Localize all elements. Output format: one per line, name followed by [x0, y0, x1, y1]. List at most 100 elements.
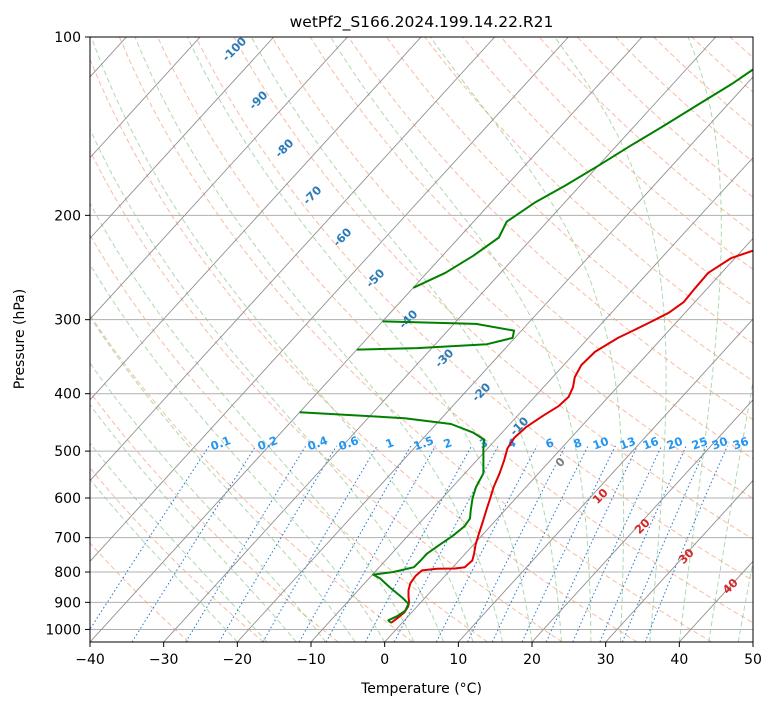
- mixing-ratio-label: 2: [441, 435, 453, 451]
- moist-adiabat-line: [431, 37, 624, 642]
- x-tick-label: −10: [296, 652, 326, 668]
- x-tick-label: 30: [597, 652, 615, 668]
- dry-adiabat-line: [730, 37, 775, 642]
- moist-adiabat-line: [709, 37, 775, 642]
- y-tick-label: 200: [54, 208, 81, 224]
- mixing-ratio-line: [573, 446, 662, 642]
- mixing-ratio-line: [132, 446, 256, 642]
- dry-adiabat-line: [0, 37, 338, 642]
- moist-adiabat-line: [251, 37, 561, 642]
- x-axis-label: Temperature (°C): [360, 681, 482, 697]
- moist-adiabat-label: 30: [676, 546, 697, 567]
- grid: [90, 37, 753, 629]
- dry-adiabat-label: -80: [272, 136, 297, 161]
- isotherm-line: [532, 37, 775, 642]
- dry-adiabat-line: [0, 37, 189, 642]
- mixing-ratio-line: [492, 446, 588, 642]
- y-tick-label: 400: [54, 387, 81, 403]
- y-axis-label: Pressure (hPa): [12, 289, 28, 389]
- y-tick-label: 900: [54, 595, 81, 611]
- plot-frame: [90, 37, 753, 642]
- moist-adiabat-line: [0, 37, 355, 642]
- y-tick-label: 100: [54, 30, 81, 46]
- x-tick-label: 40: [670, 652, 688, 668]
- dry-adiabat-line: [272, 37, 775, 642]
- dry-adiabat-line: [425, 37, 775, 642]
- mixing-ratio-line: [263, 446, 377, 642]
- y-tick-label: 1000: [45, 622, 81, 638]
- isotherm-line: [753, 37, 775, 642]
- isotherm-line: [0, 37, 347, 642]
- moist-adiabat-line: [0, 37, 385, 642]
- moist-adiabat-line: [0, 37, 267, 642]
- x-tick-label: 10: [449, 652, 467, 668]
- isotherm-line: [385, 37, 775, 642]
- dry-adiabat-label: -30: [432, 346, 457, 371]
- moist-adiabat-label: 10: [590, 486, 611, 507]
- dry-adiabat-label: -70: [300, 183, 325, 208]
- dry-adiabat-label: -90: [246, 88, 271, 113]
- mixing-ratio-line: [186, 446, 306, 642]
- y-tick-label: 300: [54, 313, 81, 329]
- mixing-ratio-line: [645, 446, 727, 642]
- mixing-ratio-line: [365, 446, 471, 642]
- dry-adiabat-line: [577, 37, 775, 642]
- moist-adiabat-line: [91, 37, 473, 642]
- mixing-ratio-line: [436, 446, 537, 642]
- mixing-ratio-label: 8: [571, 435, 583, 451]
- x-tick-label: 20: [523, 652, 541, 668]
- mixing-ratio-label: 10: [591, 434, 611, 453]
- mixing-ratio-label: 1.5: [412, 433, 436, 453]
- x-tick-label: 0: [380, 652, 389, 668]
- mixing-ratio-label: 0.4: [306, 433, 330, 453]
- mixing-ratio-label: 0.6: [337, 433, 361, 453]
- mixing-ratio-label: 1: [383, 435, 395, 451]
- mixing-ratio-line: [600, 446, 686, 642]
- dry-adiabat-label: -50: [363, 266, 388, 291]
- dry-adiabat-line: [616, 37, 775, 642]
- dry-adiabat-line: [387, 37, 775, 642]
- mixing-ratio-label: 20: [665, 434, 685, 453]
- mixing-ratio-label: 36: [731, 434, 751, 453]
- mixing-ratio-line: [522, 446, 615, 642]
- mixing-ratio-label: 0.1: [209, 433, 233, 453]
- moist-adiabat-line: [54, 37, 443, 642]
- mixing-ratio-label: 30: [710, 434, 730, 453]
- moist-adiabat-line: [738, 37, 775, 642]
- dry-adiabat-line: [654, 37, 775, 642]
- x-tick-label: −30: [149, 652, 179, 668]
- moist-adiabat-line: [0, 37, 296, 642]
- dry-adiabat-label: -60: [330, 225, 355, 250]
- isotherm-line: [16, 37, 568, 642]
- dry-adiabat-line: [0, 37, 413, 642]
- dry-adiabat-line: [768, 37, 775, 642]
- chart-title: wetPf2_S166.2024.199.14.22.R21: [290, 13, 554, 32]
- mixing-ratio-label: 16: [641, 434, 661, 453]
- dry-adiabat-line: [81, 37, 637, 642]
- isotherm-line: [164, 37, 716, 642]
- dry-adiabat-line: [539, 37, 775, 642]
- moist-adiabat-line: [135, 37, 503, 642]
- moist-adiabat-line: [0, 37, 237, 642]
- y-tick-label: 700: [54, 531, 81, 547]
- mixing-ratio-label: 25: [690, 434, 710, 453]
- x-tick-label: 50: [744, 652, 762, 668]
- moist-adiabat-line: [555, 37, 666, 642]
- isotherm-line: [0, 37, 200, 642]
- x-tick-label: −40: [75, 652, 105, 668]
- moist-adiabat-label: 0: [552, 454, 568, 470]
- x-tick-label: −20: [223, 652, 253, 668]
- mixing-ratio-label: 6: [543, 435, 555, 451]
- dry-adiabat-line: [0, 37, 264, 642]
- y-tick-label: 800: [54, 565, 81, 581]
- moist-adiabat-label: 20: [632, 516, 653, 537]
- dry-adiabat-label: -100: [219, 34, 249, 64]
- y-tick-label: 500: [54, 444, 81, 460]
- mixing-ratio-label: 13: [618, 434, 638, 453]
- isotherm-line: [90, 37, 642, 642]
- dry-adiabat-label: -40: [396, 307, 421, 332]
- dry-adiabat-line: [692, 37, 775, 642]
